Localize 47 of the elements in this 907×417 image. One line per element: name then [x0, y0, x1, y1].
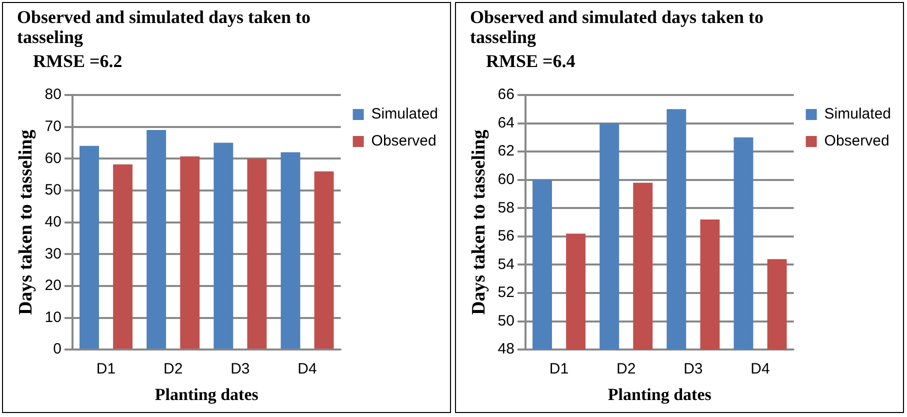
bar: [146, 130, 166, 349]
chart-subtitle: RMSE =6.2: [33, 51, 122, 72]
y-axis-title: Days taken to tasseling: [468, 129, 490, 315]
x-tick-label: D1: [96, 360, 116, 378]
y-tick-label: 48: [498, 340, 514, 358]
x-tick-label: D3: [230, 360, 250, 378]
y-tick-label: 60: [498, 171, 514, 188]
y-tick-label: 50: [44, 182, 62, 199]
legend-label: Simulated: [824, 106, 891, 123]
legend-label: Observed: [824, 132, 890, 150]
x-tick-label: D4: [298, 360, 317, 378]
y-tick-label: 10: [44, 308, 62, 326]
x-tick-label: D2: [616, 360, 636, 378]
chart-title: Observed and simulated days taken to tasseling: [17, 7, 312, 47]
legend-label: Observed: [371, 132, 436, 150]
x-axis-title: Planting dates: [154, 385, 259, 404]
bar: [214, 142, 234, 349]
y-tick-label: 80: [44, 86, 62, 104]
y-tick-label: 40: [44, 213, 62, 230]
bar: [80, 146, 99, 349]
chart-subtitle: RMSE =6.4: [486, 51, 576, 72]
y-axis-title: Days taken to tasseling: [15, 129, 36, 315]
y-tick-label: 54: [498, 256, 514, 273]
x-axis-title: Planting dates: [608, 385, 712, 404]
y-tick-label: 50: [498, 312, 514, 330]
y-tick-label: 30: [44, 245, 62, 262]
y-tick-label: 0: [53, 340, 62, 358]
bar: [180, 156, 200, 349]
y-tick-label: 70: [44, 118, 62, 135]
y-tick-label: 64: [498, 114, 514, 132]
y-tick-label: 58: [498, 199, 514, 216]
y-tick-label: 56: [498, 228, 514, 245]
bar: [314, 171, 334, 349]
y-tick-label: 60: [44, 150, 62, 167]
y-tick-label: 52: [498, 284, 514, 302]
x-tick-label: D3: [684, 360, 703, 378]
bar: [113, 164, 133, 349]
x-tick-label: D2: [164, 360, 183, 378]
y-tick-label: 20: [44, 277, 62, 294]
legend-label: Simulated: [371, 106, 438, 123]
x-tick-label: D4: [750, 360, 770, 378]
bar: [280, 152, 300, 349]
x-tick-label: D1: [549, 360, 569, 378]
chart-title: Observed and simulated days taken to tasseling: [470, 7, 765, 47]
bar: [247, 158, 267, 349]
y-tick-label: 66: [498, 86, 514, 104]
y-tick-label: 62: [498, 142, 514, 160]
